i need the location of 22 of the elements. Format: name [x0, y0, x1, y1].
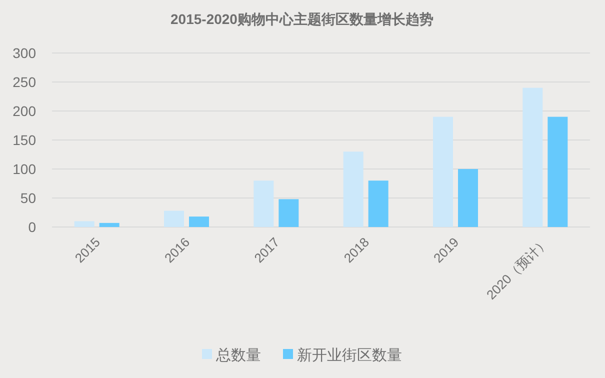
y-tick-label: 300: [12, 45, 36, 61]
bar: [458, 169, 478, 227]
y-tick-label: 0: [28, 219, 36, 235]
chart-title: 2015-2020购物中心主题街区数量增长趋势: [170, 11, 434, 27]
bar: [548, 116, 568, 227]
y-tick-label: 200: [12, 103, 36, 119]
bar: [254, 180, 274, 227]
bar: [99, 222, 120, 227]
bar: [433, 116, 453, 227]
bar: [368, 180, 388, 227]
bar: [343, 152, 364, 227]
bar: [164, 210, 184, 227]
bar: [74, 221, 94, 227]
bar: [189, 216, 209, 227]
y-tick-label: 250: [12, 74, 36, 90]
legend-label: 总数量: [215, 347, 261, 364]
y-tick-label: 100: [12, 161, 36, 177]
legend-label: 新开业街区数量: [297, 347, 402, 364]
bar: [278, 199, 299, 227]
bar: [522, 88, 543, 227]
y-tick-label: 50: [20, 190, 36, 206]
y-tick-label: 150: [12, 132, 36, 148]
